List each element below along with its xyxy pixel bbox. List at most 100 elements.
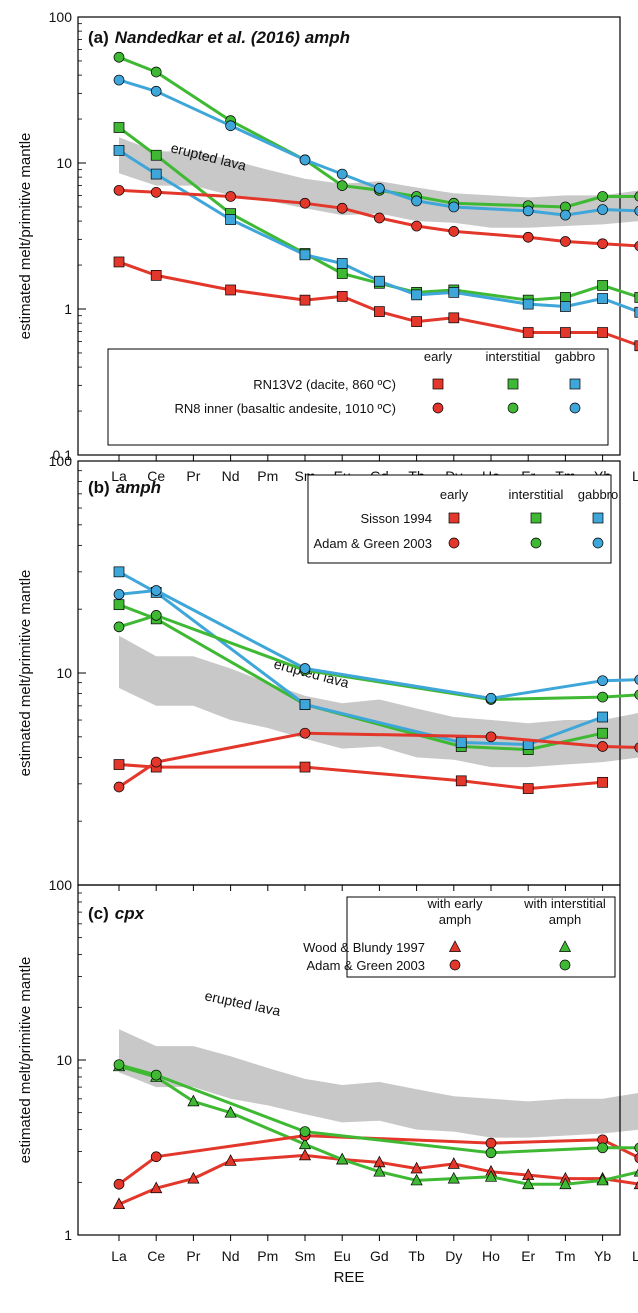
data-point <box>113 599 125 611</box>
data-point <box>597 327 608 338</box>
data-point <box>374 183 385 194</box>
data-point <box>522 205 534 217</box>
x-tick-label: Ce <box>147 1248 165 1264</box>
data-point <box>448 312 460 324</box>
legend-row-label: RN13V2 (dacite, 860 ºC) <box>253 377 396 392</box>
data-point <box>150 1151 162 1163</box>
x-tick-label: Lu <box>632 468 638 484</box>
data-point <box>112 1197 126 1210</box>
data-point <box>522 1177 535 1190</box>
data-point <box>447 1171 460 1184</box>
series-early-square <box>113 256 638 352</box>
data-point <box>484 1170 498 1182</box>
data-point <box>225 120 236 132</box>
legend-box <box>346 896 616 978</box>
panel-title-text: amph <box>116 478 161 497</box>
data-point <box>224 1154 237 1166</box>
legend-column-header: with early <box>427 896 483 911</box>
erupted-lava-band <box>119 1029 638 1138</box>
data-point <box>596 1173 609 1186</box>
y-tick-label: 1 <box>64 301 72 317</box>
data-point <box>150 85 162 97</box>
data-point <box>633 1168 638 1177</box>
data-point <box>634 205 638 216</box>
panel-title: (a) Nandedkar et al. (2016) amph <box>88 28 350 47</box>
data-point <box>597 238 608 250</box>
data-point <box>187 1094 200 1107</box>
legend-box <box>307 474 612 564</box>
legend-marker <box>507 378 519 390</box>
data-point <box>411 316 422 327</box>
panel-letter: (a) <box>88 28 109 47</box>
x-tick-label: Pr <box>186 1248 200 1264</box>
data-point <box>447 1157 460 1169</box>
data-point <box>113 588 125 600</box>
legend-column-header: early <box>440 487 469 502</box>
data-point <box>225 284 236 296</box>
x-tick-label: Nd <box>222 468 240 484</box>
erupted-lava-label: erupted lava <box>203 987 282 1019</box>
data-point <box>633 1180 638 1190</box>
x-tick-label: Pm <box>257 468 278 484</box>
series-line <box>118 188 638 248</box>
series-interstitial-circle <box>113 1059 638 1159</box>
data-point <box>634 1153 638 1164</box>
data-point <box>336 291 348 302</box>
legend-column-header: with interstitial <box>523 896 606 911</box>
data-point <box>299 154 311 166</box>
legend-marker <box>558 940 572 952</box>
y-axis-title: estimated melt/primitive mantle <box>17 957 34 1164</box>
data-point <box>299 294 311 306</box>
x-tick-label: La <box>111 468 127 484</box>
data-point <box>560 236 571 247</box>
y-tick-label: 10 <box>56 1052 72 1068</box>
data-point <box>113 759 125 770</box>
legend-column-header: gabbro <box>555 349 595 364</box>
data-point <box>113 1059 125 1071</box>
series-line <box>118 1134 638 1186</box>
series-early-circle <box>113 184 638 252</box>
legend-row-label: Adam & Green 2003 <box>306 958 425 973</box>
data-point <box>522 783 534 794</box>
legend: early interstitial gabbro Sisson 1994 Adam &… <box>307 474 618 564</box>
data-point <box>299 727 311 739</box>
data-point <box>299 249 311 261</box>
data-point <box>560 209 571 221</box>
data-point <box>187 1171 200 1184</box>
legend-row-label: Wood & Blundy 1997 <box>303 940 425 955</box>
data-point <box>113 781 125 793</box>
data-point <box>374 275 385 287</box>
legend-column-header: gabbro <box>578 487 618 502</box>
series-early-circle <box>113 727 638 793</box>
data-point <box>113 74 125 86</box>
y-tick-label: 100 <box>49 453 73 469</box>
data-point <box>560 327 571 338</box>
data-point <box>225 214 236 225</box>
legend-column-header: interstitial <box>486 349 541 364</box>
data-point <box>299 1126 311 1137</box>
x-tick-label: Tm <box>555 1248 575 1264</box>
x-tick-label: Pr <box>186 468 200 484</box>
chart-panel-c: erupted lava 100 10 1 La Ce Pr Nd Pm Sm Eu Gd Tb Dy Ho… <box>17 877 638 1286</box>
legend-box <box>107 348 609 446</box>
data-point <box>410 1161 423 1174</box>
legend-column-header: amph <box>549 912 582 927</box>
data-point <box>150 610 162 621</box>
series-line <box>118 260 638 347</box>
y-tick-label: 100 <box>49 9 73 25</box>
legend-marker <box>432 378 444 390</box>
y-tick-label: 1 <box>64 1227 72 1243</box>
data-point <box>411 195 422 207</box>
legend-marker <box>448 512 460 524</box>
data-point <box>224 1105 237 1118</box>
data-point <box>336 202 348 214</box>
x-tick-label: Nd <box>222 1248 240 1264</box>
legend-row-label: RN8 inner (basaltic andesite, 1010 ºC) <box>174 401 396 416</box>
data-point <box>448 287 460 298</box>
x-tick-label: Ce <box>147 468 165 484</box>
data-point <box>485 731 497 743</box>
data-point <box>597 776 608 788</box>
data-point <box>150 66 162 78</box>
legend-marker <box>432 402 444 414</box>
